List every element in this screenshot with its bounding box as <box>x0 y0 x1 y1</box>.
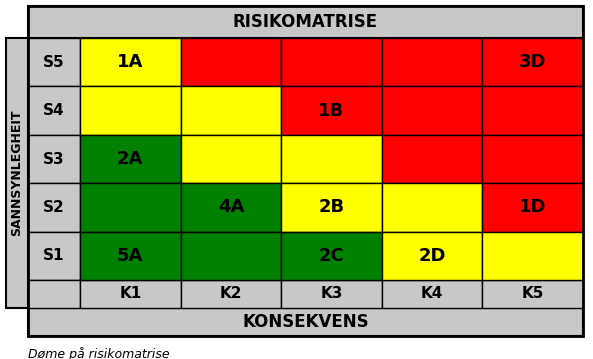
Text: K5: K5 <box>521 286 544 302</box>
Bar <box>28 6 583 38</box>
Text: RISIKOMATRISE: RISIKOMATRISE <box>233 13 378 31</box>
Text: K1: K1 <box>119 286 141 302</box>
Text: 1D: 1D <box>519 199 547 216</box>
Bar <box>80 183 181 232</box>
Bar <box>281 87 382 135</box>
Bar <box>281 280 382 308</box>
Bar <box>382 135 482 183</box>
Text: 4A: 4A <box>218 199 244 216</box>
Bar <box>28 135 80 183</box>
Bar <box>281 38 382 87</box>
Bar <box>482 232 583 280</box>
Bar <box>28 232 80 280</box>
Bar <box>28 87 80 135</box>
Text: S2: S2 <box>43 200 65 215</box>
Bar <box>382 232 482 280</box>
Text: K3: K3 <box>320 286 343 302</box>
Bar <box>181 232 281 280</box>
Text: K2: K2 <box>219 286 242 302</box>
Bar <box>80 232 181 280</box>
Bar <box>482 183 583 232</box>
Bar <box>181 38 281 87</box>
Text: S1: S1 <box>43 248 65 263</box>
Bar <box>281 135 382 183</box>
Bar <box>482 280 583 308</box>
Bar <box>382 280 482 308</box>
Bar <box>28 280 80 308</box>
Bar <box>281 183 382 232</box>
Bar <box>382 87 482 135</box>
Bar <box>28 38 80 87</box>
Bar <box>482 87 583 135</box>
Text: SANNSYNLEGHEIT: SANNSYNLEGHEIT <box>11 110 24 236</box>
Bar <box>80 87 181 135</box>
Bar <box>382 183 482 232</box>
Text: S4: S4 <box>43 103 65 118</box>
Bar <box>28 308 583 336</box>
Text: 2D: 2D <box>418 247 446 265</box>
Bar <box>80 280 181 308</box>
Bar <box>181 135 281 183</box>
Bar <box>6 38 28 308</box>
Bar <box>181 183 281 232</box>
Text: 1B: 1B <box>318 102 345 120</box>
Bar <box>80 135 181 183</box>
Text: 2C: 2C <box>318 247 345 265</box>
Bar <box>382 38 482 87</box>
Text: 2A: 2A <box>117 150 144 168</box>
Text: 1A: 1A <box>117 53 144 71</box>
Bar <box>181 87 281 135</box>
Text: 2B: 2B <box>318 199 345 216</box>
Text: Døme på risikomatrise: Døme på risikomatrise <box>28 347 170 359</box>
Text: K4: K4 <box>421 286 444 302</box>
Bar <box>482 135 583 183</box>
Bar <box>181 280 281 308</box>
Text: 3D: 3D <box>519 53 547 71</box>
Text: 5A: 5A <box>117 247 144 265</box>
Bar <box>80 38 181 87</box>
Text: S5: S5 <box>43 55 65 70</box>
Bar <box>281 232 382 280</box>
Text: KONSEKVENS: KONSEKVENS <box>242 313 369 331</box>
Text: S3: S3 <box>43 151 65 167</box>
Bar <box>482 38 583 87</box>
Bar <box>28 183 80 232</box>
